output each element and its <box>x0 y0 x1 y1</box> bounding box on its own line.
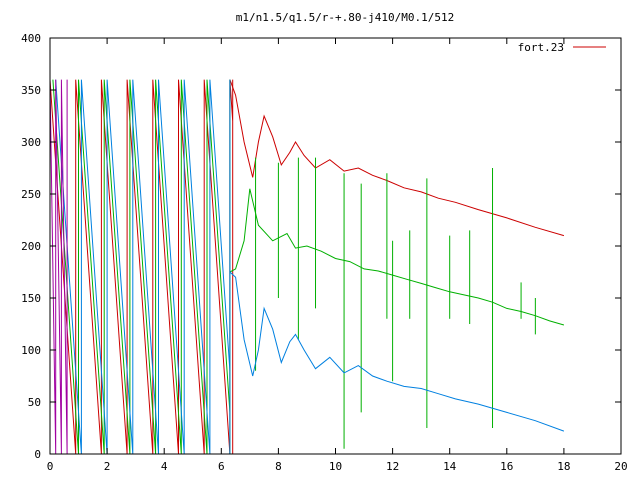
x-tick-label: 4 <box>161 460 168 473</box>
series-0 <box>49 79 565 455</box>
x-tick-label: 2 <box>104 460 111 473</box>
y-tick-label: 250 <box>21 188 41 201</box>
y-tick-label: 100 <box>21 344 41 357</box>
series-1 <box>52 79 565 455</box>
legend: fort.23 <box>518 41 606 54</box>
x-tick-label: 20 <box>614 460 627 473</box>
series-layer <box>49 79 565 455</box>
chart-title: m1/n1.5/q1.5/r-+.80-j410/M0.1/512 <box>236 11 455 24</box>
x-tick-label: 14 <box>443 460 457 473</box>
y-tick-label: 150 <box>21 292 41 305</box>
series-0-sawtooth <box>49 79 234 455</box>
y-tick-label: 300 <box>21 136 41 149</box>
y-tick-label: 200 <box>21 240 41 253</box>
x-tick-label: 10 <box>329 460 342 473</box>
x-tick-label: 18 <box>557 460 570 473</box>
x-tick-label: 8 <box>275 460 282 473</box>
series-3-sawtooth <box>49 79 68 455</box>
series-2-line <box>229 271 565 432</box>
x-tick-label: 6 <box>218 460 225 473</box>
x-tick-label: 12 <box>386 460 399 473</box>
ticks-layer: 0 2 4 6 8 10 12 14 16 18 2005010015020025030035040… <box>21 32 628 473</box>
x-tick-label: 0 <box>47 460 54 473</box>
series-1-line <box>229 188 565 326</box>
series-3 <box>49 79 68 455</box>
series-2-sawtooth <box>55 79 231 455</box>
y-tick-label: 350 <box>21 84 41 97</box>
series-0-line <box>229 79 565 237</box>
y-tick-label: 0 <box>34 448 41 461</box>
y-tick-label: 400 <box>21 32 41 45</box>
x-tick-label: 16 <box>500 460 513 473</box>
series-1-sawtooth <box>52 79 231 455</box>
series-2 <box>55 79 565 455</box>
y-tick-label: 50 <box>28 396 41 409</box>
legend-label: fort.23 <box>518 41 564 54</box>
